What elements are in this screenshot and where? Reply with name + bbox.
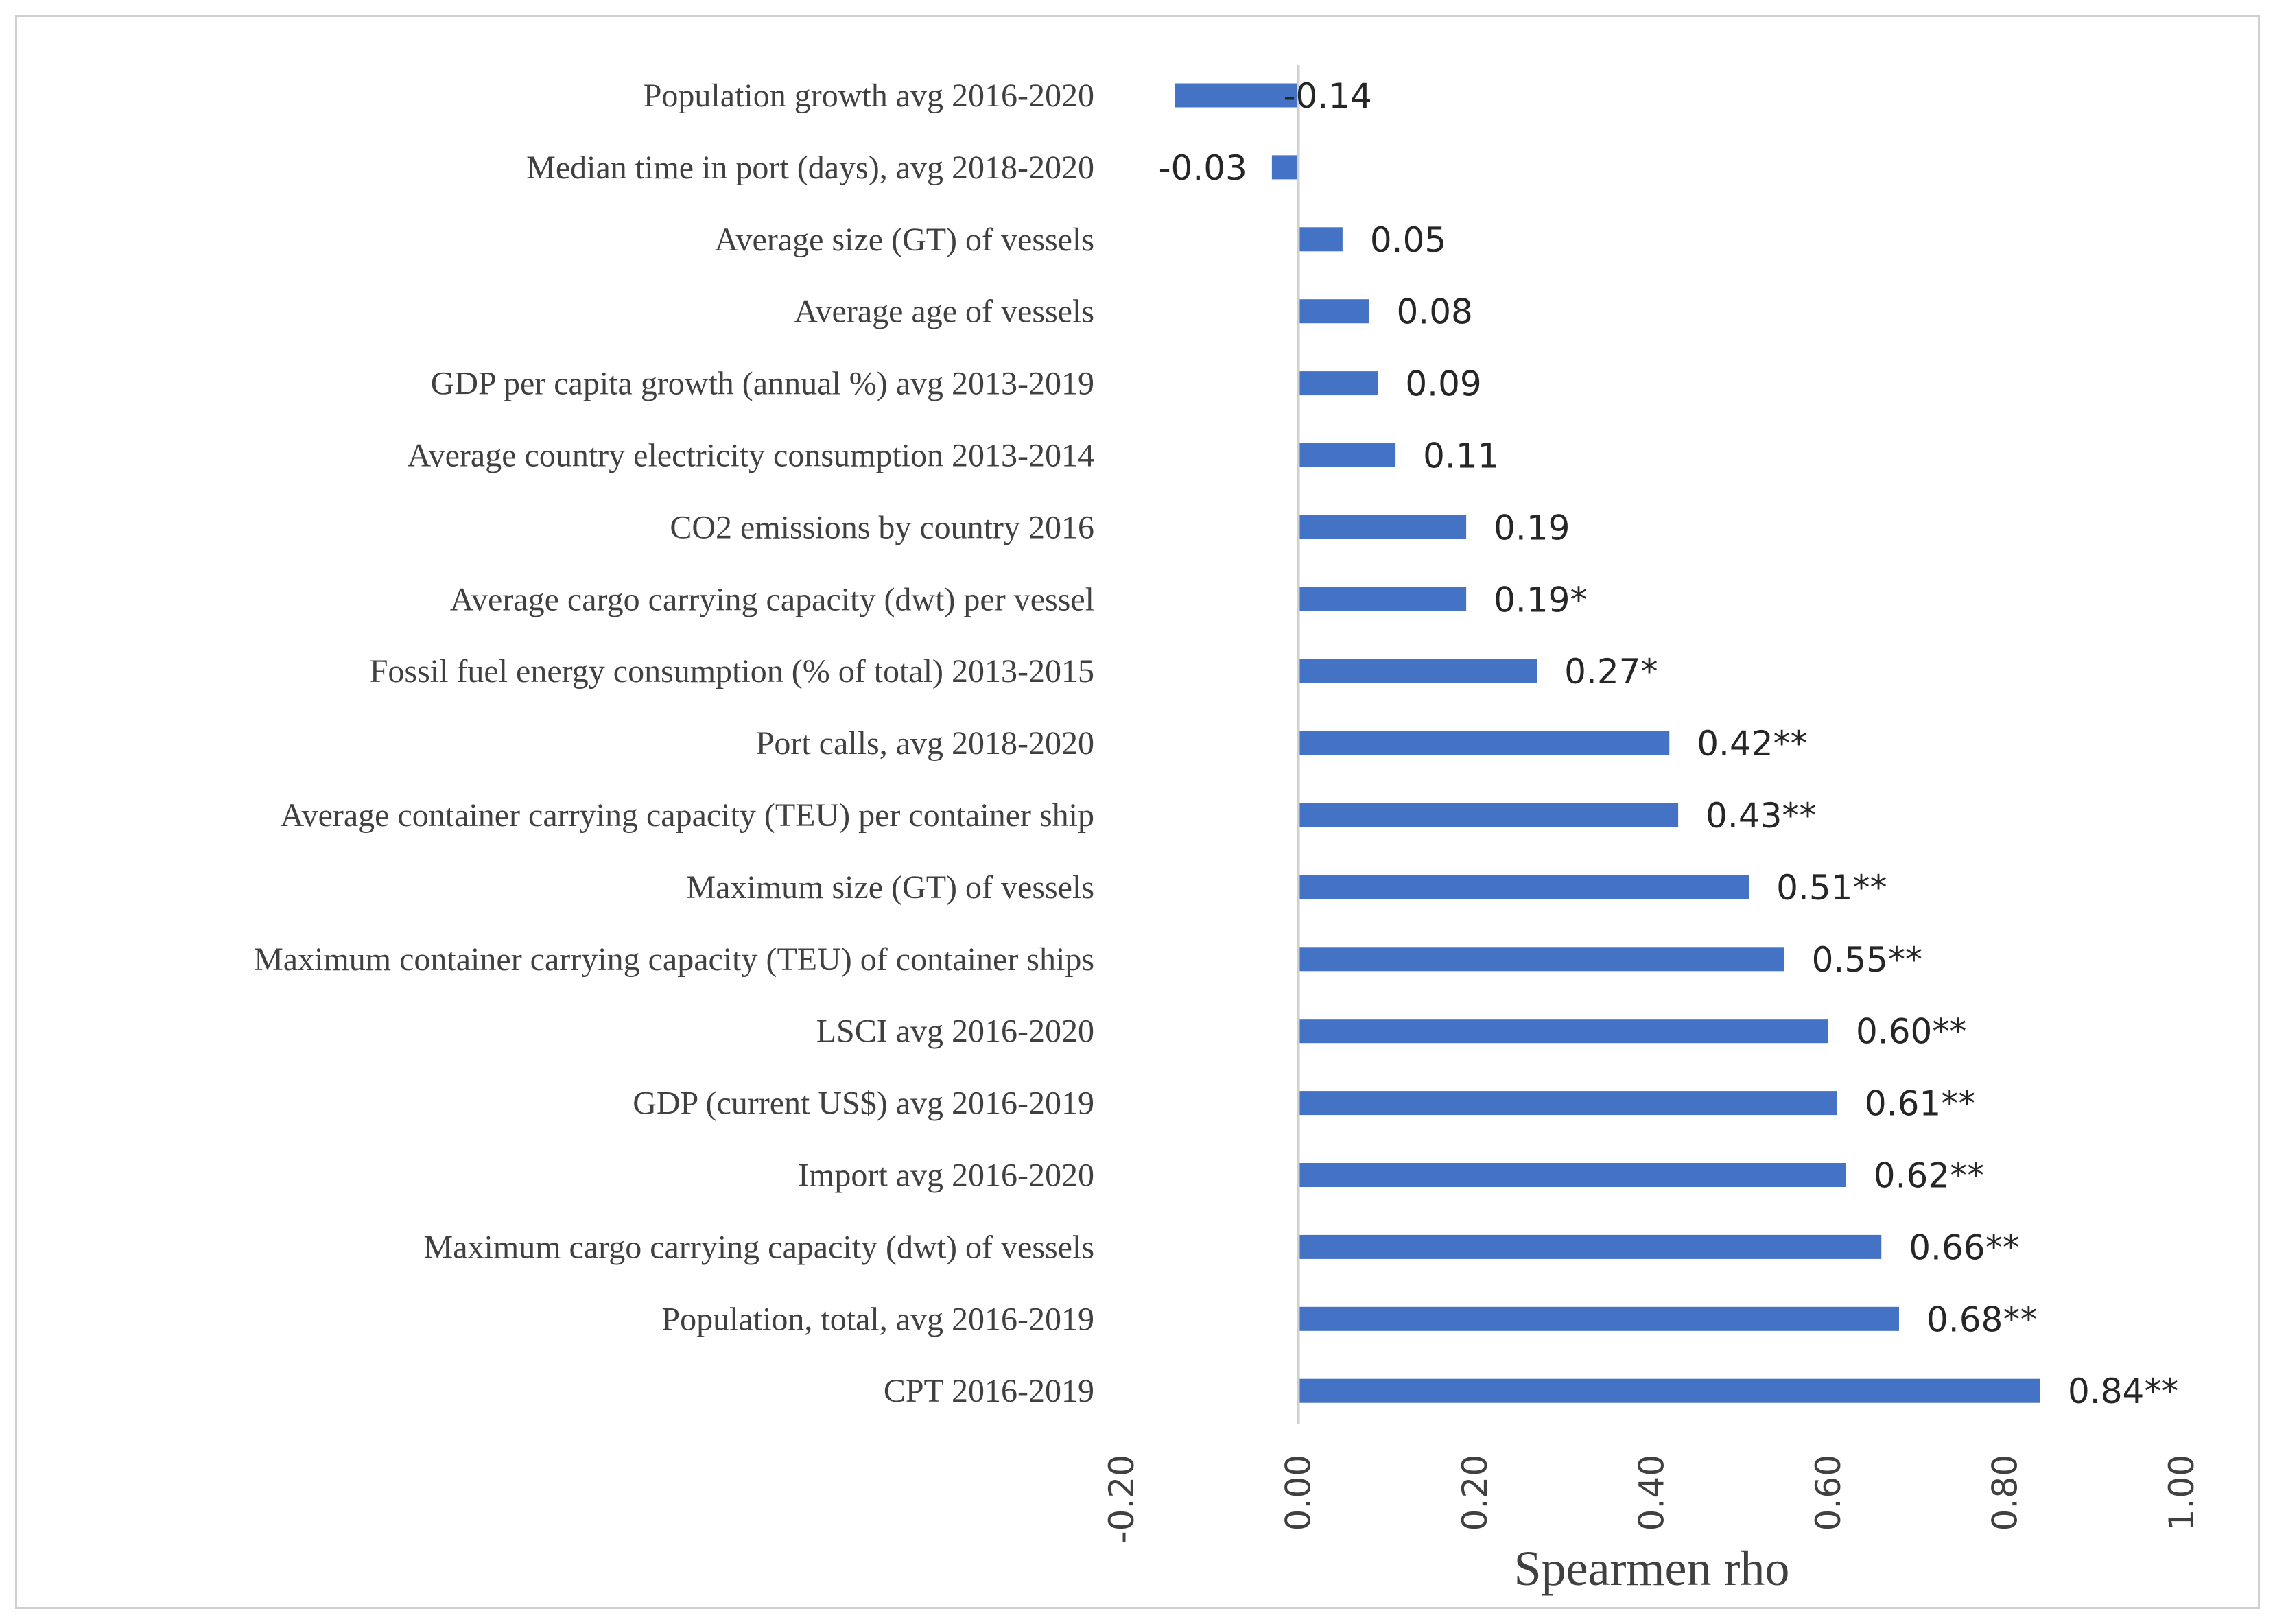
value-label: -0.14 (1284, 76, 1372, 116)
bars-group (1175, 83, 2040, 1403)
category-label: LSCI avg 2016-2020 (816, 1013, 1094, 1050)
x-tick-label: 0.00 (1279, 1455, 1319, 1531)
bar-1 (1175, 83, 1299, 108)
x-tick-label: 0.80 (1985, 1455, 2025, 1531)
bar-14 (1298, 1019, 1828, 1044)
category-label: Port calls, avg 2018-2020 (756, 725, 1094, 762)
category-label: CPT 2016-2019 (884, 1373, 1094, 1409)
bar-2 (1271, 155, 1299, 180)
bar-16 (1298, 1163, 1846, 1187)
bar-13 (1298, 947, 1784, 972)
category-label: GDP per capita growth (annual %) avg 201… (431, 366, 1094, 402)
bar-17 (1298, 1234, 1882, 1259)
category-label: Import avg 2016-2020 (798, 1157, 1094, 1194)
value-label: 0.05 (1370, 220, 1446, 260)
bar-7 (1298, 515, 1467, 539)
value-label: -0.03 (1159, 148, 1247, 188)
bar-5 (1298, 371, 1378, 396)
bar-11 (1298, 803, 1679, 827)
x-tick-labels-group: -0.20 0.00 0.20 0.40 0.60 0.80 1.00 (1102, 1455, 2202, 1543)
category-label: CO2 emissions by country 2016 (670, 509, 1094, 545)
value-label: 0.51** (1776, 868, 1887, 908)
value-label: 0.55** (1812, 940, 1922, 980)
value-labels-group: -0.14 -0.03 0.05 0.08 0.09 0.11 0.19 0.19* 0.27*… (1159, 76, 2179, 1411)
category-label: Average container carrying capacity (TEU… (280, 797, 1094, 834)
category-label: Average age of vessels (794, 294, 1094, 330)
category-label: Fossil fuel energy consumption (% of tot… (370, 653, 1094, 690)
value-label: 0.42** (1697, 724, 1807, 764)
category-label: Maximum container carrying capacity (TEU… (254, 941, 1094, 978)
value-label: 0.27* (1564, 652, 1658, 692)
bar-10 (1298, 731, 1670, 755)
x-axis-title: Spearmen rho (1514, 1541, 1790, 1596)
category-label: Average cargo carrying capacity (dwt) pe… (450, 581, 1094, 617)
category-label: Median time in port (days), avg 2018-202… (526, 150, 1094, 186)
value-label: 0.84** (2068, 1372, 2178, 1411)
bar-9 (1298, 659, 1537, 683)
category-label: GDP (current US$) avg 2016-2019 (633, 1085, 1094, 1122)
bar-3 (1298, 227, 1343, 252)
value-label: 0.19* (1494, 580, 1587, 620)
category-label: Population, total, avg 2016-2019 (661, 1301, 1094, 1337)
category-label: Average country electricity consumption … (408, 438, 1094, 474)
x-tick-label: 1.00 (2162, 1455, 2202, 1531)
value-label: 0.66** (1909, 1227, 2019, 1267)
chart-frame (15, 15, 2260, 1609)
category-labels-group: Population growth avg 2016-2020 Median ti… (254, 78, 1094, 1409)
value-label: 0.11 (1423, 436, 1499, 476)
x-tick-label: 0.60 (1808, 1455, 1848, 1531)
bar-18 (1298, 1306, 1899, 1331)
bar-6 (1298, 443, 1396, 467)
value-label: 0.68** (1926, 1299, 2037, 1339)
value-label: 0.08 (1397, 292, 1473, 332)
category-label: Maximum cargo carrying capacity (dwt) of… (424, 1229, 1094, 1265)
bar-4 (1298, 299, 1369, 324)
value-label: 0.62** (1874, 1156, 1984, 1196)
category-label: Population growth avg 2016-2020 (644, 78, 1094, 114)
bar-8 (1298, 587, 1467, 611)
x-tick-label: -0.20 (1102, 1455, 1142, 1543)
category-label: Average size (GT) of vessels (714, 222, 1094, 258)
value-label: 0.09 (1405, 364, 1481, 404)
bar-15 (1298, 1091, 1837, 1116)
category-label: Maximum size (GT) of vessels (686, 869, 1094, 906)
x-tick-label: 0.20 (1455, 1455, 1495, 1531)
value-label: 0.61** (1865, 1084, 1975, 1124)
value-label: 0.19 (1494, 508, 1570, 548)
x-tick-label: 0.40 (1632, 1455, 1672, 1531)
value-label: 0.60** (1856, 1012, 1966, 1052)
value-label: 0.43** (1706, 796, 1816, 836)
bar-12 (1298, 875, 1749, 899)
bar-19 (1298, 1378, 2040, 1403)
